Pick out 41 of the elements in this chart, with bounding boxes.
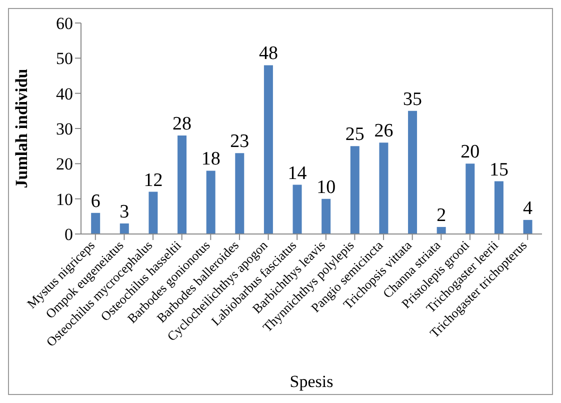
data-label: 25 [345, 124, 364, 146]
y-tick-label: 40 [56, 84, 73, 104]
y-tick-label: 20 [56, 154, 73, 174]
bar [264, 65, 273, 234]
bar [494, 181, 504, 234]
y-tick-label: 50 [56, 49, 73, 68]
y-tick-label: 0 [64, 225, 73, 244]
data-label: 14 [288, 162, 308, 184]
data-label: 12 [144, 170, 163, 191]
data-label: 4 [523, 198, 534, 219]
data-label: 10 [316, 176, 336, 198]
bar [350, 146, 360, 234]
bar [206, 170, 216, 234]
bar [436, 226, 446, 234]
data-label: 18 [201, 148, 220, 170]
bar [178, 136, 187, 234]
y-tick-label: 60 [56, 14, 73, 34]
y-tick-label: 10 [56, 190, 73, 209]
data-label: 3 [120, 201, 130, 222]
data-label: 26 [374, 120, 394, 142]
data-label: 15 [489, 159, 508, 180]
data-label: 6 [90, 190, 100, 212]
y-tick-label: 30 [56, 120, 73, 139]
bar [120, 223, 129, 234]
bar [466, 164, 475, 234]
bar [91, 212, 100, 234]
bar [148, 192, 158, 234]
data-label: 28 [172, 114, 192, 135]
bar [379, 142, 388, 234]
bar [523, 220, 532, 234]
y-axis-title: Jumlah individu [12, 68, 32, 188]
x-axis-title: Spesis [290, 372, 334, 391]
data-label: 2 [436, 204, 446, 226]
data-label: 20 [460, 142, 480, 163]
bar [322, 198, 331, 234]
bar [235, 153, 244, 234]
bar [408, 110, 418, 234]
data-label: 23 [230, 131, 250, 152]
bar [292, 184, 302, 234]
data-label: 35 [403, 88, 422, 110]
data-label: 48 [258, 43, 278, 64]
